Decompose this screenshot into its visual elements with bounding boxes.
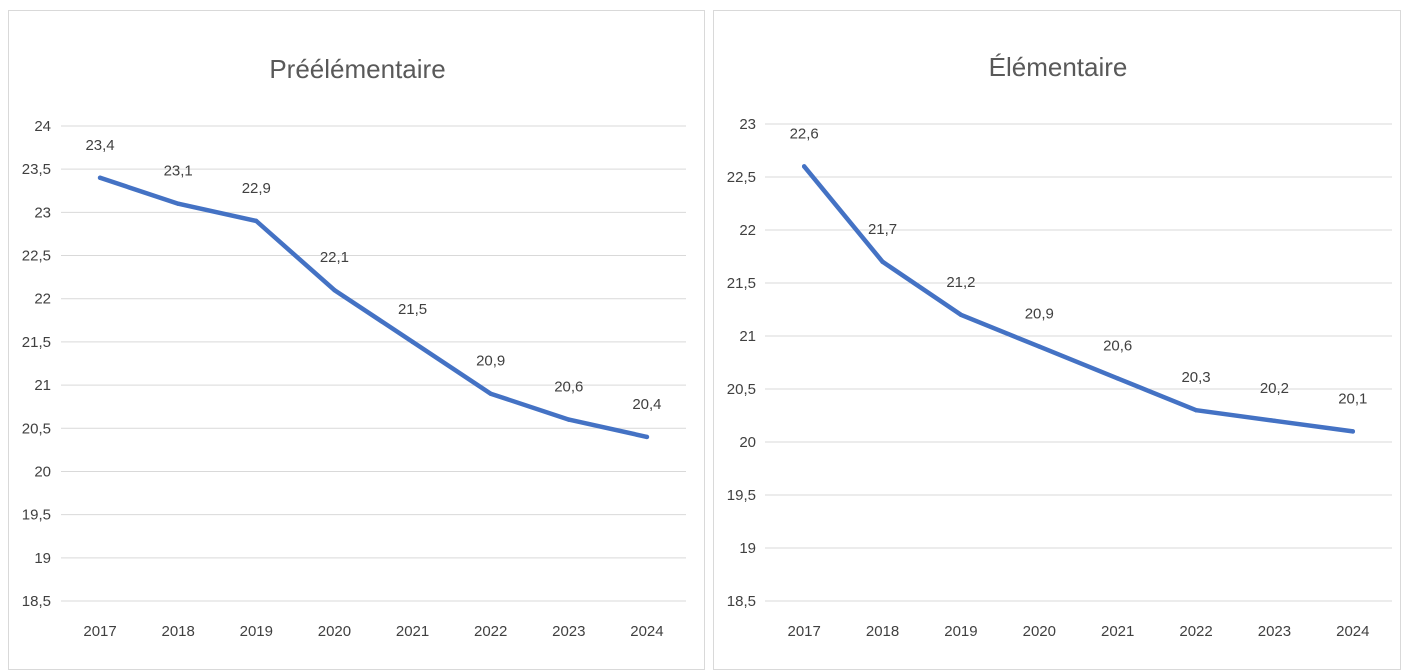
data-label: 21,7: [868, 221, 897, 238]
data-label: 21,2: [946, 274, 975, 291]
x-tick-label: 2021: [1101, 623, 1134, 640]
data-point: [332, 287, 337, 293]
y-tick-label: 24: [34, 118, 51, 135]
y-tick-label: 22,5: [22, 248, 51, 265]
y-tick-label: 23: [739, 116, 756, 133]
data-label: 22,1: [320, 249, 349, 266]
data-point: [410, 339, 415, 345]
x-tick-label: 2017: [83, 623, 116, 640]
y-tick-label: 22,5: [727, 169, 756, 186]
data-label: 20,9: [1025, 306, 1054, 323]
chart-panel-elementaire: Élémentaire 18,5 19 19,5 20 20,5 21 21,5 22 22,5 2…: [713, 10, 1401, 670]
y-tick-label: 21: [34, 377, 51, 394]
data-label: 20,4: [632, 396, 661, 413]
x-tick-label: 2024: [1336, 623, 1369, 640]
line-chart-elementaire: Élémentaire 18,5 19 19,5 20 20,5 21 21,5 22 22,5 2…: [727, 52, 1392, 640]
y-tick-label: 18,5: [22, 593, 51, 610]
x-tick-label: 2023: [1258, 623, 1291, 640]
y-tick-label: 19,5: [727, 487, 756, 504]
chart-panel-prelementaire: Préélémentaire 18,5 19 19,5 20 20,5 21 21,5 22 22…: [8, 10, 705, 670]
x-tick-label: 2017: [788, 623, 821, 640]
y-tick-label: 23,5: [22, 161, 51, 178]
chart-title: Préélémentaire: [269, 54, 445, 84]
y-tick-label: 21,5: [22, 334, 51, 351]
x-tick-label: 2019: [240, 623, 273, 640]
x-tick-label: 2018: [866, 623, 899, 640]
data-point: [1350, 429, 1356, 434]
x-tick-label: 2022: [474, 623, 507, 640]
data-point: [958, 312, 964, 317]
data-label: 21,5: [398, 301, 427, 318]
data-point: [801, 164, 807, 169]
y-tick-label: 18,5: [727, 593, 756, 610]
line-chart-prelementaire: Préélémentaire 18,5 19 19,5 20 20,5 21 21,5 22 22…: [22, 54, 686, 640]
data-point: [880, 259, 885, 264]
data-point: [1037, 344, 1042, 349]
x-tick-label: 2020: [1023, 623, 1056, 640]
data-label: 20,2: [1260, 380, 1289, 397]
data-point: [1115, 376, 1120, 381]
x-tick-label: 2022: [1179, 623, 1212, 640]
x-tick-label: 2019: [944, 623, 977, 640]
data-label: 20,6: [554, 379, 583, 396]
series-line: [801, 164, 1356, 434]
x-tick-label: 2018: [162, 623, 195, 640]
data-point: [254, 218, 259, 224]
y-tick-label: 20: [739, 434, 756, 451]
data-point: [1272, 418, 1277, 423]
x-tick-label: 2020: [318, 623, 351, 640]
data-label: 20,9: [476, 353, 505, 370]
data-point: [175, 201, 181, 206]
data-label: 23,1: [164, 163, 193, 180]
data-point: [488, 391, 493, 396]
data-point: [566, 417, 572, 422]
y-tick-label: 19: [34, 550, 51, 567]
data-point: [97, 175, 103, 181]
data-label: 22,9: [242, 180, 271, 197]
chart-title: Élémentaire: [989, 52, 1128, 82]
y-tick-label: 22: [34, 291, 51, 308]
data-point: [1193, 408, 1199, 413]
data-label: 20,1: [1338, 390, 1367, 407]
y-tick-label: 21: [739, 328, 756, 345]
x-tick-label: 2021: [396, 623, 429, 640]
y-tick-label: 20,5: [727, 381, 756, 398]
y-tick-label: 19,5: [22, 507, 51, 524]
data-label: 23,4: [85, 137, 114, 154]
y-tick-label: 22: [739, 222, 756, 239]
y-tick-label: 20: [34, 463, 51, 480]
x-tick-label: 2023: [552, 623, 585, 640]
y-tick-label: 23: [34, 204, 51, 221]
data-label: 22,6: [790, 125, 819, 142]
data-label: 20,6: [1103, 337, 1132, 354]
x-tick-label: 2024: [630, 623, 663, 640]
y-tick-label: 19: [739, 540, 756, 557]
series-line: [97, 175, 650, 440]
y-tick-label: 20,5: [22, 420, 51, 437]
data-label: 20,3: [1181, 369, 1210, 386]
data-point: [644, 434, 650, 440]
y-tick-label: 21,5: [727, 275, 756, 292]
